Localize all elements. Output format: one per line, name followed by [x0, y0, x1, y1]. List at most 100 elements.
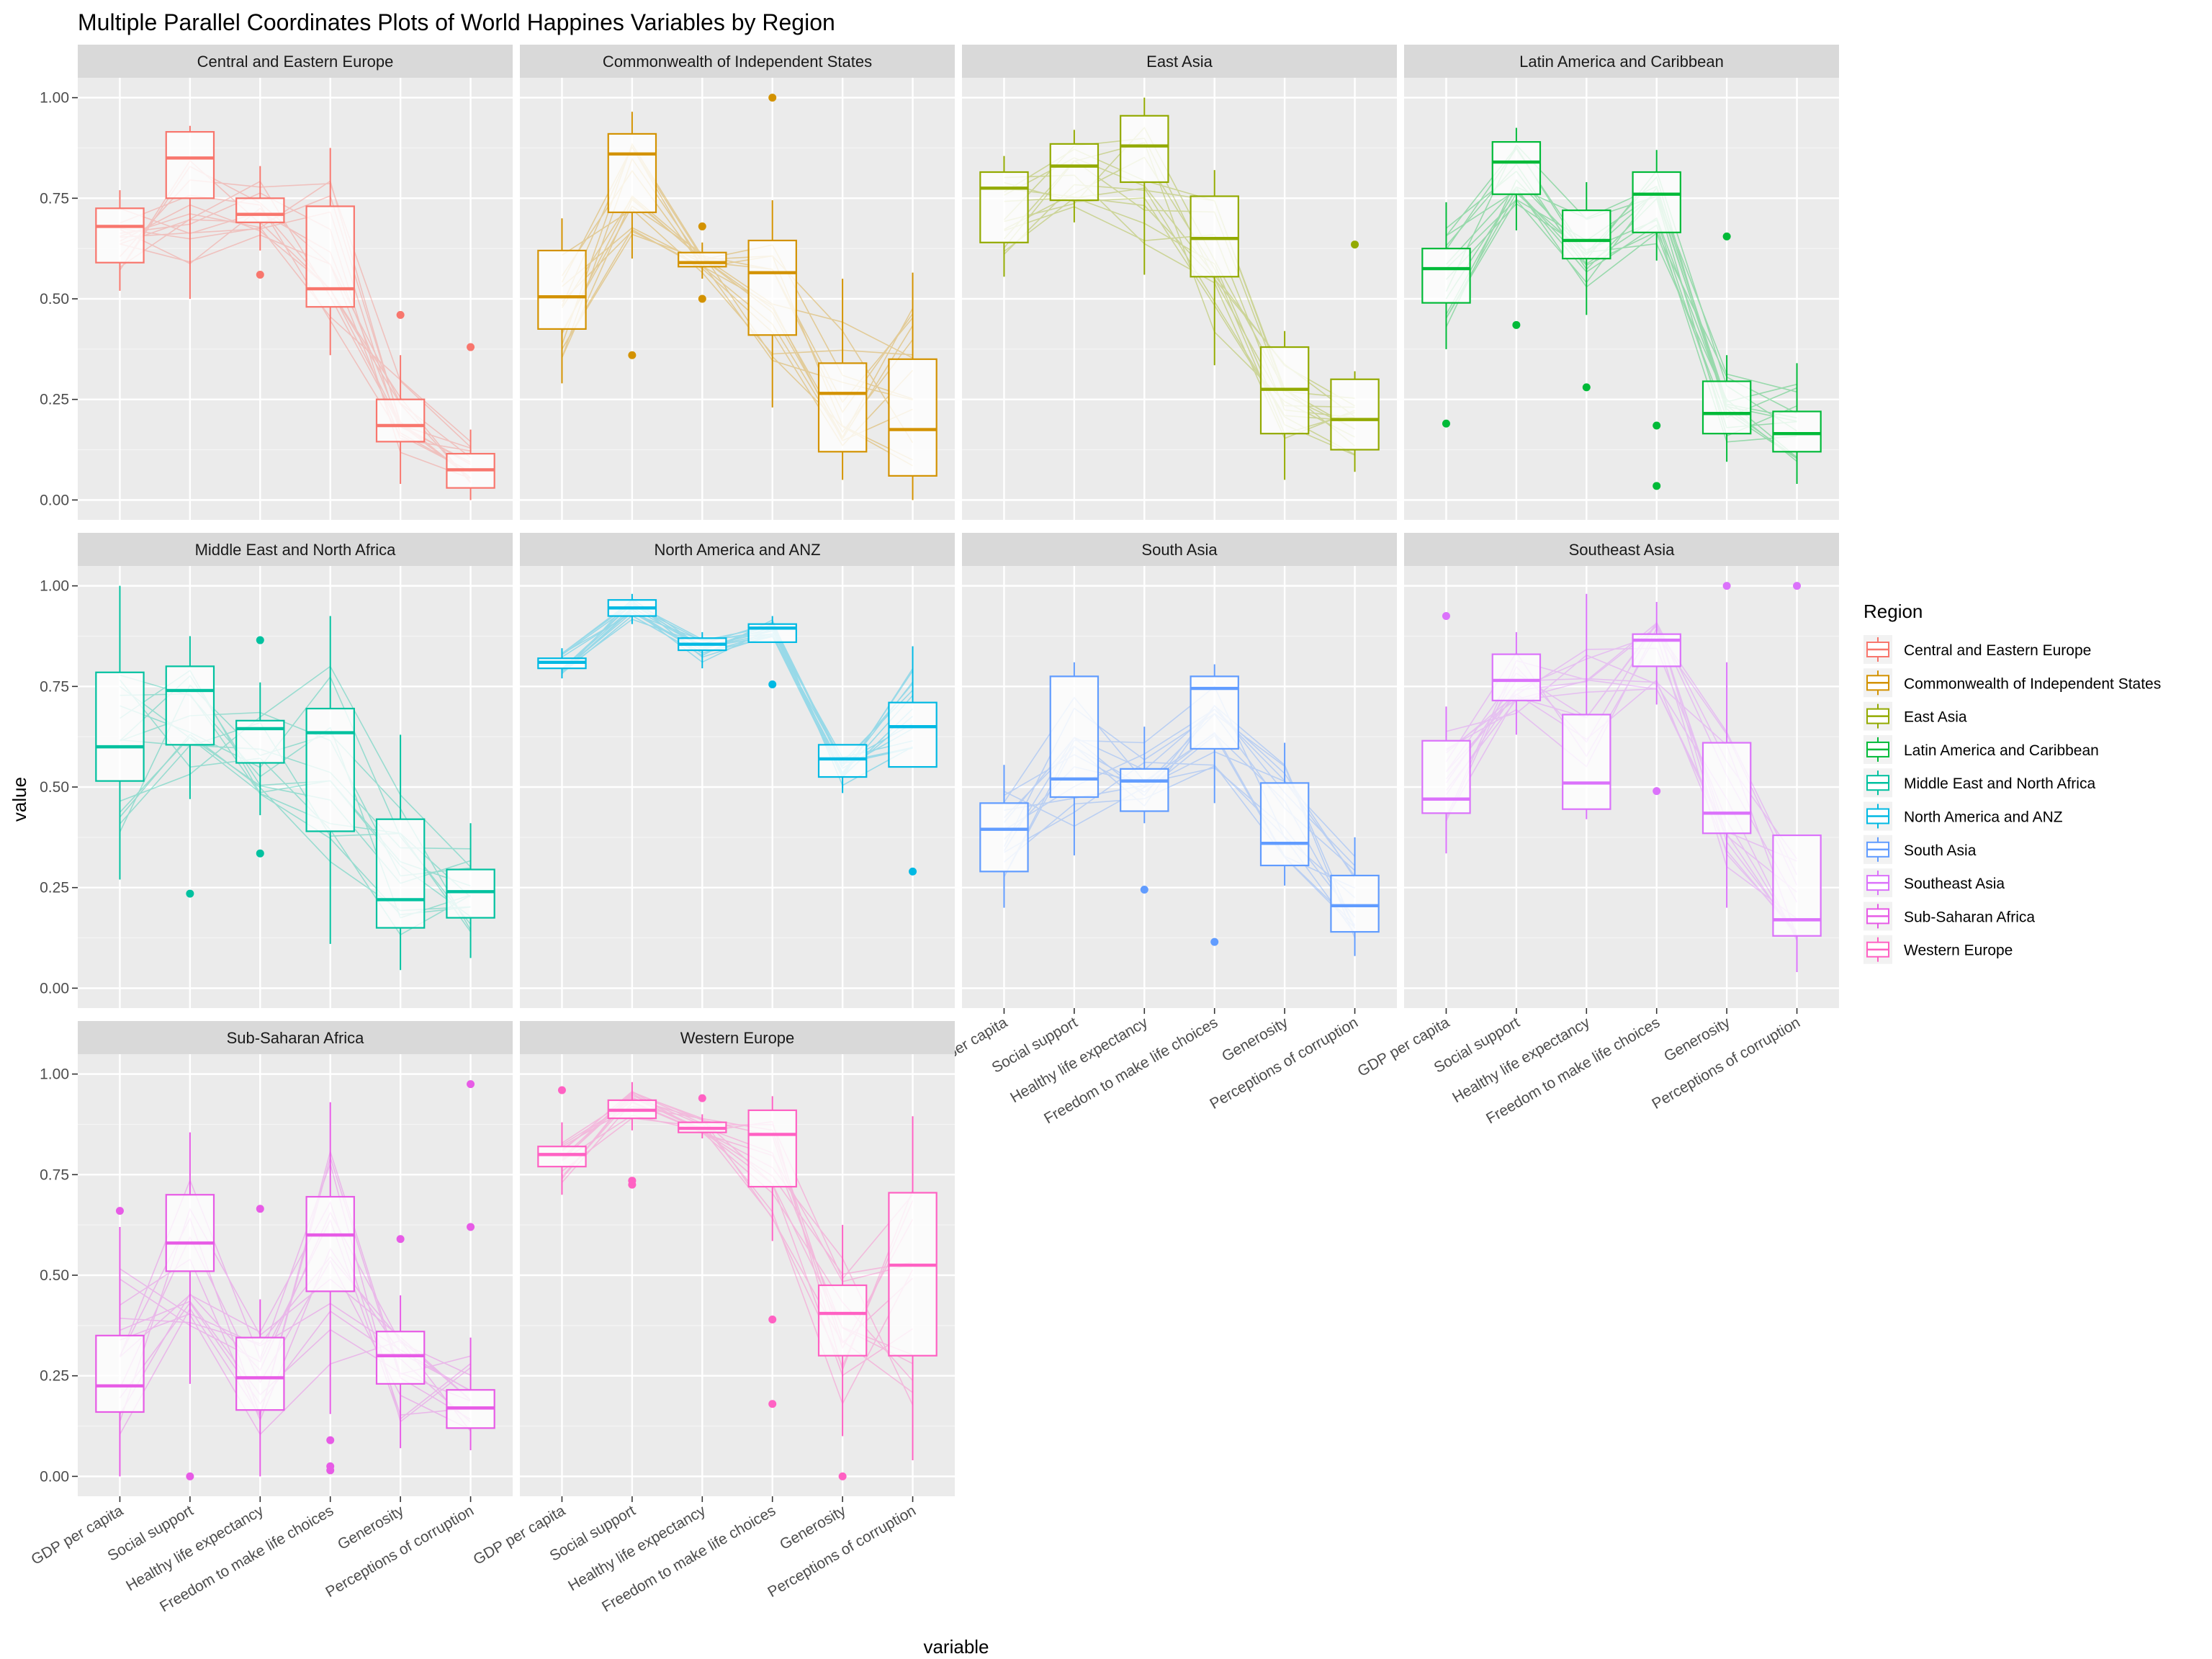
facet-strip-label: South Asia: [1141, 541, 1218, 559]
outlier-point: [698, 1094, 706, 1102]
box-iqr: [95, 671, 145, 782]
box-iqr: [1491, 653, 1542, 701]
facet-strip: [78, 45, 513, 78]
y-tick-label: 0.00: [40, 980, 69, 997]
outlier-point: [698, 295, 706, 303]
outlier-point: [1512, 320, 1521, 329]
outlier-point: [326, 1466, 335, 1475]
outlier-point: [396, 1235, 405, 1244]
legend-label: East Asia: [1904, 709, 1967, 726]
y-tick-label: 0.75: [40, 1166, 69, 1183]
boxplot: [817, 744, 868, 793]
boxplot: [1120, 727, 1169, 894]
boxplot: [888, 1116, 938, 1461]
outlier-point: [1722, 582, 1731, 590]
y-tick-label: 0.25: [40, 1368, 69, 1385]
legend-label: Middle East and North Africa: [1904, 775, 2095, 792]
box-iqr: [1701, 742, 1752, 835]
boxplot: [747, 616, 797, 689]
outlier-point: [1793, 582, 1802, 590]
parallel-line: [120, 1218, 471, 1420]
facet-strip-label: Western Europe: [680, 1029, 795, 1047]
outlier-point: [1140, 885, 1148, 894]
parallel-line: [120, 665, 472, 868]
boxplot: [1632, 601, 1681, 796]
parallel-line: [1445, 625, 1798, 938]
parallel-line: [562, 1115, 913, 1275]
legend-item: Western Europe: [1863, 935, 2013, 964]
box-iqr: [1049, 143, 1100, 202]
outlier-point: [628, 1180, 637, 1189]
boxplot: [1701, 582, 1752, 908]
box-iqr: [305, 707, 355, 832]
box-iqr: [979, 802, 1029, 873]
box-iqr: [1421, 739, 1471, 814]
boxplot: [1049, 130, 1100, 222]
boxplot: [1049, 662, 1100, 855]
legend-label: Central and Eastern Europe: [1904, 642, 2091, 659]
facet-panel: East Asia: [962, 45, 1397, 520]
outlier-point: [186, 889, 194, 898]
outlier-point: [467, 1223, 475, 1231]
box-iqr: [817, 362, 868, 453]
boxplot: [446, 823, 495, 958]
boxplot: [1190, 664, 1239, 946]
box-iqr: [747, 1109, 797, 1188]
facet-panel: Sub-Saharan Africa0.000.250.500.751.00GD…: [28, 1021, 513, 1615]
boxplot: [747, 1096, 797, 1408]
y-tick-label: 0.75: [40, 190, 69, 207]
outlier-point: [909, 867, 917, 876]
y-tick-label: 0.50: [40, 779, 69, 796]
parallel-line: [1445, 191, 1797, 393]
facet-strip: [1404, 533, 1839, 566]
legend-label: Sub-Saharan Africa: [1904, 909, 2035, 925]
box-iqr: [678, 251, 727, 268]
legend-item: Commonwealth of Independent States: [1863, 668, 2161, 698]
box-iqr: [375, 398, 426, 443]
boxplot: [1491, 127, 1542, 329]
facet-panel: Latin America and Caribbean: [1404, 45, 1839, 520]
legend: Region Central and Eastern Europe Commonwe…: [1863, 601, 2161, 964]
box-iqr: [95, 1334, 145, 1413]
box-iqr: [1330, 874, 1380, 933]
box-iqr: [1190, 195, 1239, 278]
parallel-line: [120, 192, 471, 480]
facet-strip-label: Commonwealth of Independent States: [603, 53, 872, 71]
boxplot: [1632, 150, 1681, 490]
boxplot: [1330, 240, 1380, 472]
y-tick-label: 0.00: [40, 1468, 69, 1485]
y-tick-label: 1.00: [40, 90, 69, 107]
box-iqr: [235, 719, 285, 764]
parallel-line: [561, 615, 913, 786]
outlier-point: [467, 343, 475, 351]
boxplot: [607, 112, 657, 359]
outlier-point: [838, 1472, 847, 1480]
outlier-point: [768, 1400, 777, 1408]
boxplot: [537, 1086, 587, 1195]
parallel-line: [1446, 622, 1798, 932]
legend-item: Middle East and North Africa: [1863, 768, 2095, 798]
box-iqr: [1562, 209, 1611, 260]
boxplot: [1491, 631, 1542, 735]
box-iqr: [235, 197, 285, 223]
box-iqr: [1491, 140, 1542, 195]
box-iqr: [165, 1194, 215, 1272]
outlier-point: [467, 1080, 475, 1089]
outlier-point: [768, 94, 777, 102]
box-iqr: [1120, 114, 1169, 184]
boxplot: [1259, 742, 1310, 886]
box-iqr: [1421, 248, 1471, 304]
y-tick-label: 0.25: [40, 880, 69, 896]
box-iqr: [888, 1192, 938, 1357]
outlier-point: [396, 310, 405, 319]
outlier-point: [326, 1436, 335, 1444]
facet-panel: Commonwealth of Independent States: [520, 45, 955, 520]
parallel-line: [1445, 688, 1797, 862]
facet-panel: North America and ANZ: [520, 533, 955, 1008]
outlier-point: [1442, 419, 1450, 428]
box-iqr: [537, 249, 587, 331]
y-tick-label: 1.00: [40, 578, 69, 595]
boxplot: [446, 1080, 495, 1451]
